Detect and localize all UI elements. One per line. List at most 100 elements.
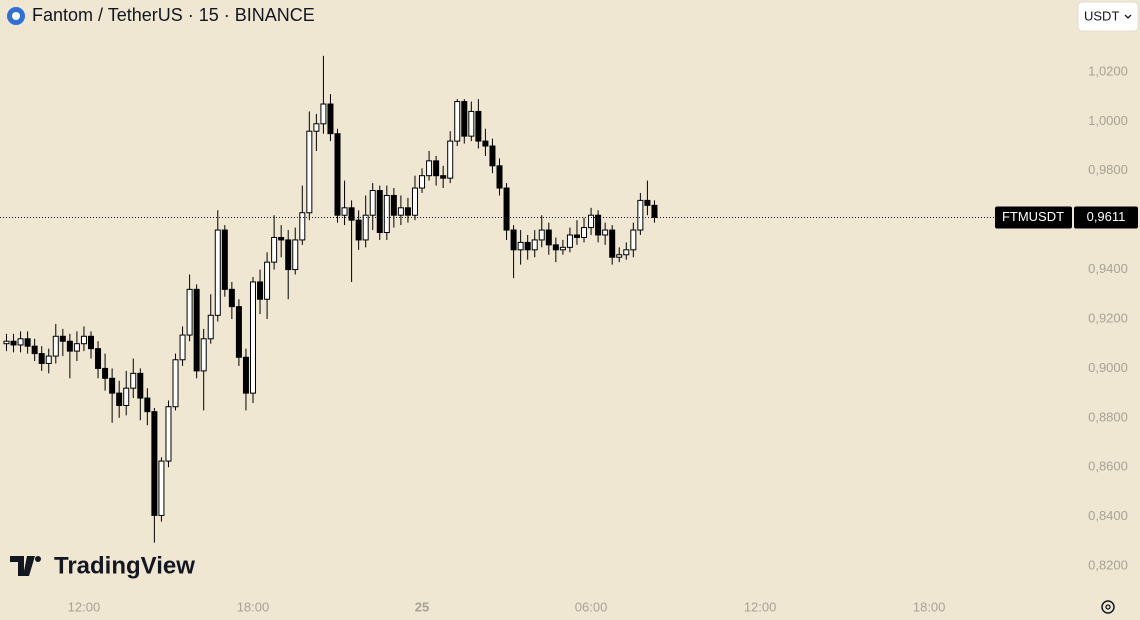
candle-body [109, 377, 116, 394]
candle-body [566, 234, 573, 248]
chart-title: Fantom / TetherUS · 15 · BINANCE [32, 5, 315, 25]
currency-button[interactable]: USDT [1077, 1, 1139, 32]
button-bg[interactable] [1077, 1, 1139, 32]
candle-body [38, 353, 45, 364]
candle-body [376, 190, 383, 234]
candle-body [341, 207, 348, 216]
candle-body [66, 340, 73, 352]
candle-body [538, 229, 545, 241]
candle-body [524, 241, 531, 251]
candle-body [257, 281, 264, 300]
x-tick-label: 18:00 [237, 599, 270, 614]
candle-body [454, 101, 461, 142]
candle-body [285, 239, 292, 271]
candle-body [630, 229, 637, 251]
dropdown-caret[interactable] [1124, 14, 1132, 19]
candle-body [355, 219, 362, 241]
candle-body [242, 356, 249, 394]
candle-body [637, 199, 644, 231]
candle-body [158, 460, 165, 516]
candle-body [609, 229, 616, 258]
y-tick-label: 0,8600 [1088, 459, 1128, 474]
candle-body [80, 335, 87, 345]
currency-label[interactable]: USDT [1084, 8, 1119, 23]
candle-body [419, 175, 426, 189]
candle-body [151, 411, 158, 516]
candle-body [123, 387, 130, 406]
candle-body [137, 372, 144, 399]
x-tick-label: 25 [415, 599, 429, 614]
gear-hole[interactable] [1105, 604, 1111, 610]
candle-body [306, 130, 313, 214]
candle-body [165, 406, 172, 462]
candle-body [193, 288, 200, 372]
candle-body [221, 229, 228, 290]
candle-body [362, 214, 369, 241]
candle-body [581, 227, 588, 238]
candle-body [320, 103, 327, 125]
y-tick-label: 0,8400 [1088, 508, 1128, 523]
x-tick-label: 06:00 [575, 599, 608, 614]
candle-body [186, 288, 193, 336]
candle-body [87, 335, 94, 350]
candle-body [644, 199, 651, 206]
candle-body [24, 338, 31, 347]
logo: TradingView [10, 552, 195, 579]
y-tick-label: 1,0200 [1088, 63, 1128, 78]
candle-body [249, 281, 256, 394]
candle-body [616, 254, 623, 258]
x-tick-label: 12:00 [744, 599, 777, 614]
symbol-label-bg [995, 206, 1072, 229]
candle-body [299, 212, 306, 241]
candle-body [214, 229, 221, 316]
candle-body [517, 241, 524, 251]
price-label: 0,9611 [1087, 209, 1126, 224]
y-tick-label: 0,8200 [1088, 558, 1128, 573]
candle-body [327, 103, 334, 135]
candle-body [116, 392, 123, 406]
candle-body [623, 249, 630, 256]
candle-body [433, 160, 440, 177]
candle-body [383, 194, 390, 234]
candle-body [545, 229, 552, 246]
candle-body [3, 340, 10, 345]
candle-body [411, 187, 418, 216]
candle-body [510, 229, 517, 251]
y-tick-label: 0,9800 [1088, 162, 1128, 177]
candle-body [369, 190, 376, 216]
candle-body [552, 244, 559, 251]
candle-body [271, 236, 278, 263]
settings-button[interactable] [1101, 600, 1115, 614]
logo-text: TradingView [54, 552, 195, 579]
gear[interactable] [1101, 600, 1115, 614]
candle-body [390, 194, 397, 216]
x-tick-label: 18:00 [913, 599, 946, 614]
candle-body [531, 239, 538, 251]
candle-body [404, 207, 411, 216]
candle-body [144, 397, 151, 413]
candle-body [461, 101, 468, 137]
logo-dot [35, 556, 41, 562]
candle-body [102, 367, 109, 379]
candle-body [397, 207, 404, 216]
candle-body [447, 140, 454, 179]
candle-body [573, 234, 580, 238]
candle-body [235, 306, 242, 358]
candle-body [468, 110, 475, 137]
candle-body [130, 372, 137, 389]
candle-body [602, 229, 609, 236]
candle-body [264, 261, 271, 300]
candle-body [475, 110, 482, 142]
candle-body [179, 334, 186, 361]
candle-body [31, 345, 38, 355]
candle-body [595, 214, 602, 236]
y-tick-label: 1,0000 [1088, 113, 1128, 128]
candle-body [559, 246, 566, 251]
candle-body [95, 348, 102, 369]
candle-body [313, 123, 320, 132]
y-tick-label: 0,9400 [1088, 261, 1128, 276]
candle-body [278, 236, 285, 241]
x-tick-label: 12:00 [68, 599, 101, 614]
candle-body [334, 133, 341, 216]
